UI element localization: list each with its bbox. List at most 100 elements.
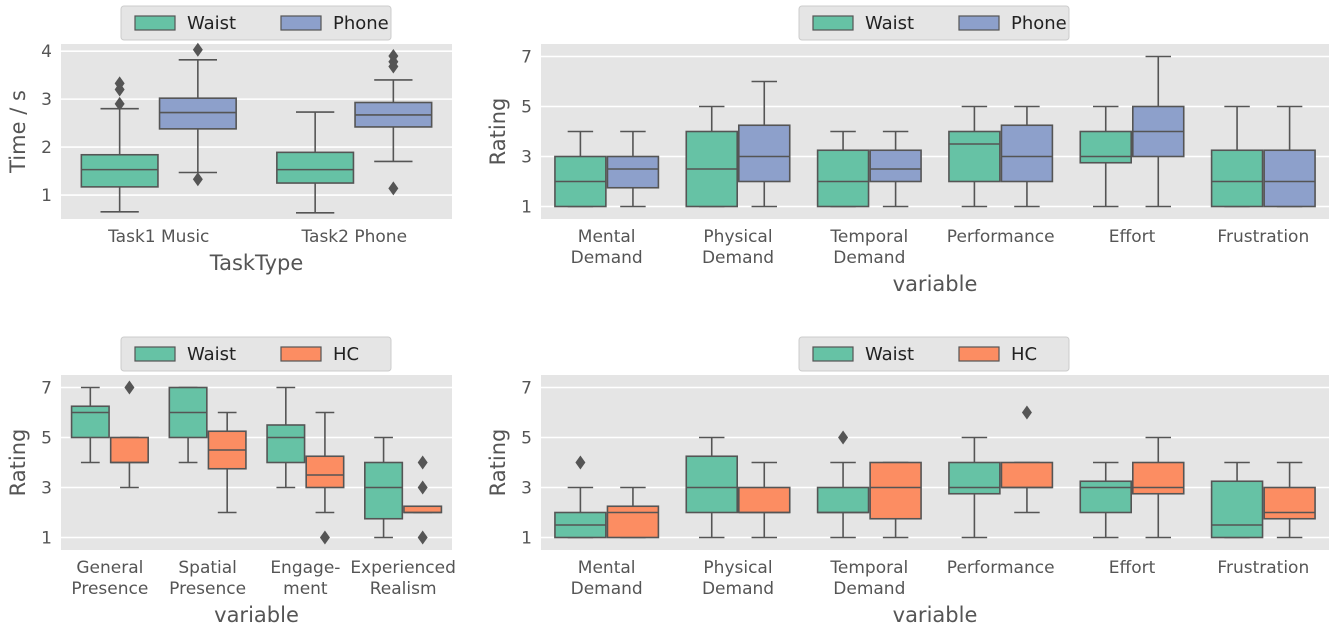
box-phone (1132, 55, 1185, 208)
x-tick-label: Temporal Demand (829, 558, 908, 599)
legend-swatch-phone (958, 15, 1000, 31)
legend-box (120, 336, 392, 372)
outlier-point (417, 455, 428, 470)
x-tick-label: Physical Demand (702, 558, 774, 599)
box-iqr (1132, 461, 1185, 495)
y-tick-label: 5 (41, 429, 52, 449)
box-iqr (1079, 130, 1133, 164)
box-waist (168, 386, 208, 464)
legend-label-waist: Waist (865, 13, 914, 34)
box-iqr (816, 486, 870, 514)
box-waist (276, 111, 355, 214)
box-iqr (364, 461, 404, 520)
box-iqr (305, 455, 345, 489)
box-waist (554, 455, 607, 539)
box-iqr (1263, 486, 1316, 520)
box-iqr (948, 130, 1001, 183)
x-tick-label: Effort (1109, 558, 1156, 578)
legend: Waist HC (120, 336, 392, 372)
y-axis-label: Rating (6, 429, 30, 497)
box-waist (1210, 105, 1264, 208)
outlier-point (417, 480, 428, 495)
box-waist (948, 436, 1001, 539)
y-tick-label: 1 (521, 198, 532, 218)
x-axis-label: variable (893, 272, 978, 296)
x-tick-label: Engage-ment (270, 558, 340, 599)
y-axis-label: Time / s (6, 90, 30, 174)
x-axis-label: TaskType (209, 251, 304, 275)
box-waist (364, 436, 404, 539)
box-hc (1132, 436, 1185, 539)
outlier-point (124, 380, 135, 395)
outlier-point (114, 96, 125, 111)
legend-label-phone: Phone (333, 13, 389, 34)
box-iqr (606, 505, 660, 539)
x-axis-label: variable (214, 603, 299, 627)
box-iqr (869, 461, 922, 520)
box-iqr (1210, 480, 1264, 539)
outlier-point (319, 530, 330, 545)
box-hc (606, 486, 660, 539)
x-tick-label: Effort (1109, 227, 1156, 247)
legend-box (120, 5, 392, 41)
box-waist (685, 105, 738, 208)
box-waist (816, 130, 870, 208)
y-tick-label: 3 (521, 479, 532, 499)
box-phone (1263, 105, 1316, 208)
legend-label-waist: Waist (865, 344, 914, 365)
x-tick-label: Experienced Realism (350, 558, 456, 599)
legend: Waist Phone (120, 5, 392, 41)
y-axis-label: Rating (486, 98, 510, 166)
legend-swatch-waist (134, 15, 176, 31)
y-tick-label: 3 (41, 90, 52, 110)
box-phone (158, 42, 237, 187)
box-hc (109, 380, 149, 489)
box-iqr (403, 505, 443, 514)
box-iqr (737, 486, 791, 514)
box-waist (266, 386, 306, 489)
box-phone (354, 48, 433, 196)
box-phone (869, 130, 922, 208)
x-tick-label: General Presence (71, 558, 148, 599)
y-tick-label: 5 (521, 429, 532, 449)
plot-area (541, 375, 1329, 550)
y-tick-label: 7 (41, 379, 52, 399)
box-waist (816, 430, 870, 539)
box-iqr (816, 149, 870, 208)
box-waist (1210, 461, 1264, 539)
y-tick-label: 3 (521, 148, 532, 168)
y-axis-label: Rating (486, 429, 510, 497)
box-waist (80, 76, 159, 213)
x-tick-label: Performance (947, 558, 1055, 578)
outlier-point (192, 42, 203, 57)
outlier-point (838, 430, 849, 445)
box-waist (1079, 105, 1133, 208)
box-hc (403, 455, 443, 545)
box-hc (869, 461, 922, 539)
box-iqr (685, 455, 738, 514)
x-tick-label: Frustration (1217, 558, 1309, 578)
x-tick-label: Mental Demand (571, 558, 643, 599)
box-iqr (737, 124, 791, 183)
x-tick-label: Task2 Phone (300, 227, 407, 247)
box-waist (1079, 461, 1133, 539)
outlier-point (575, 455, 586, 470)
legend: Waist Phone (798, 5, 1070, 41)
box-waist (554, 130, 607, 208)
plot-area (541, 44, 1329, 219)
box-waist (70, 386, 110, 464)
y-tick-label: 3 (41, 479, 52, 499)
box-hc (737, 461, 791, 539)
box-iqr (266, 424, 306, 464)
box-iqr (109, 436, 149, 464)
box-hc (1263, 461, 1316, 539)
y-tick-label: 5 (521, 98, 532, 118)
outlier-point (192, 172, 203, 187)
box-phone (606, 130, 660, 208)
legend-swatch-phone (280, 15, 322, 31)
x-tick-label: Temporal Demand (829, 227, 908, 268)
y-tick-label: 1 (41, 529, 52, 549)
outlier-point (1021, 405, 1032, 420)
outlier-point (417, 530, 428, 545)
